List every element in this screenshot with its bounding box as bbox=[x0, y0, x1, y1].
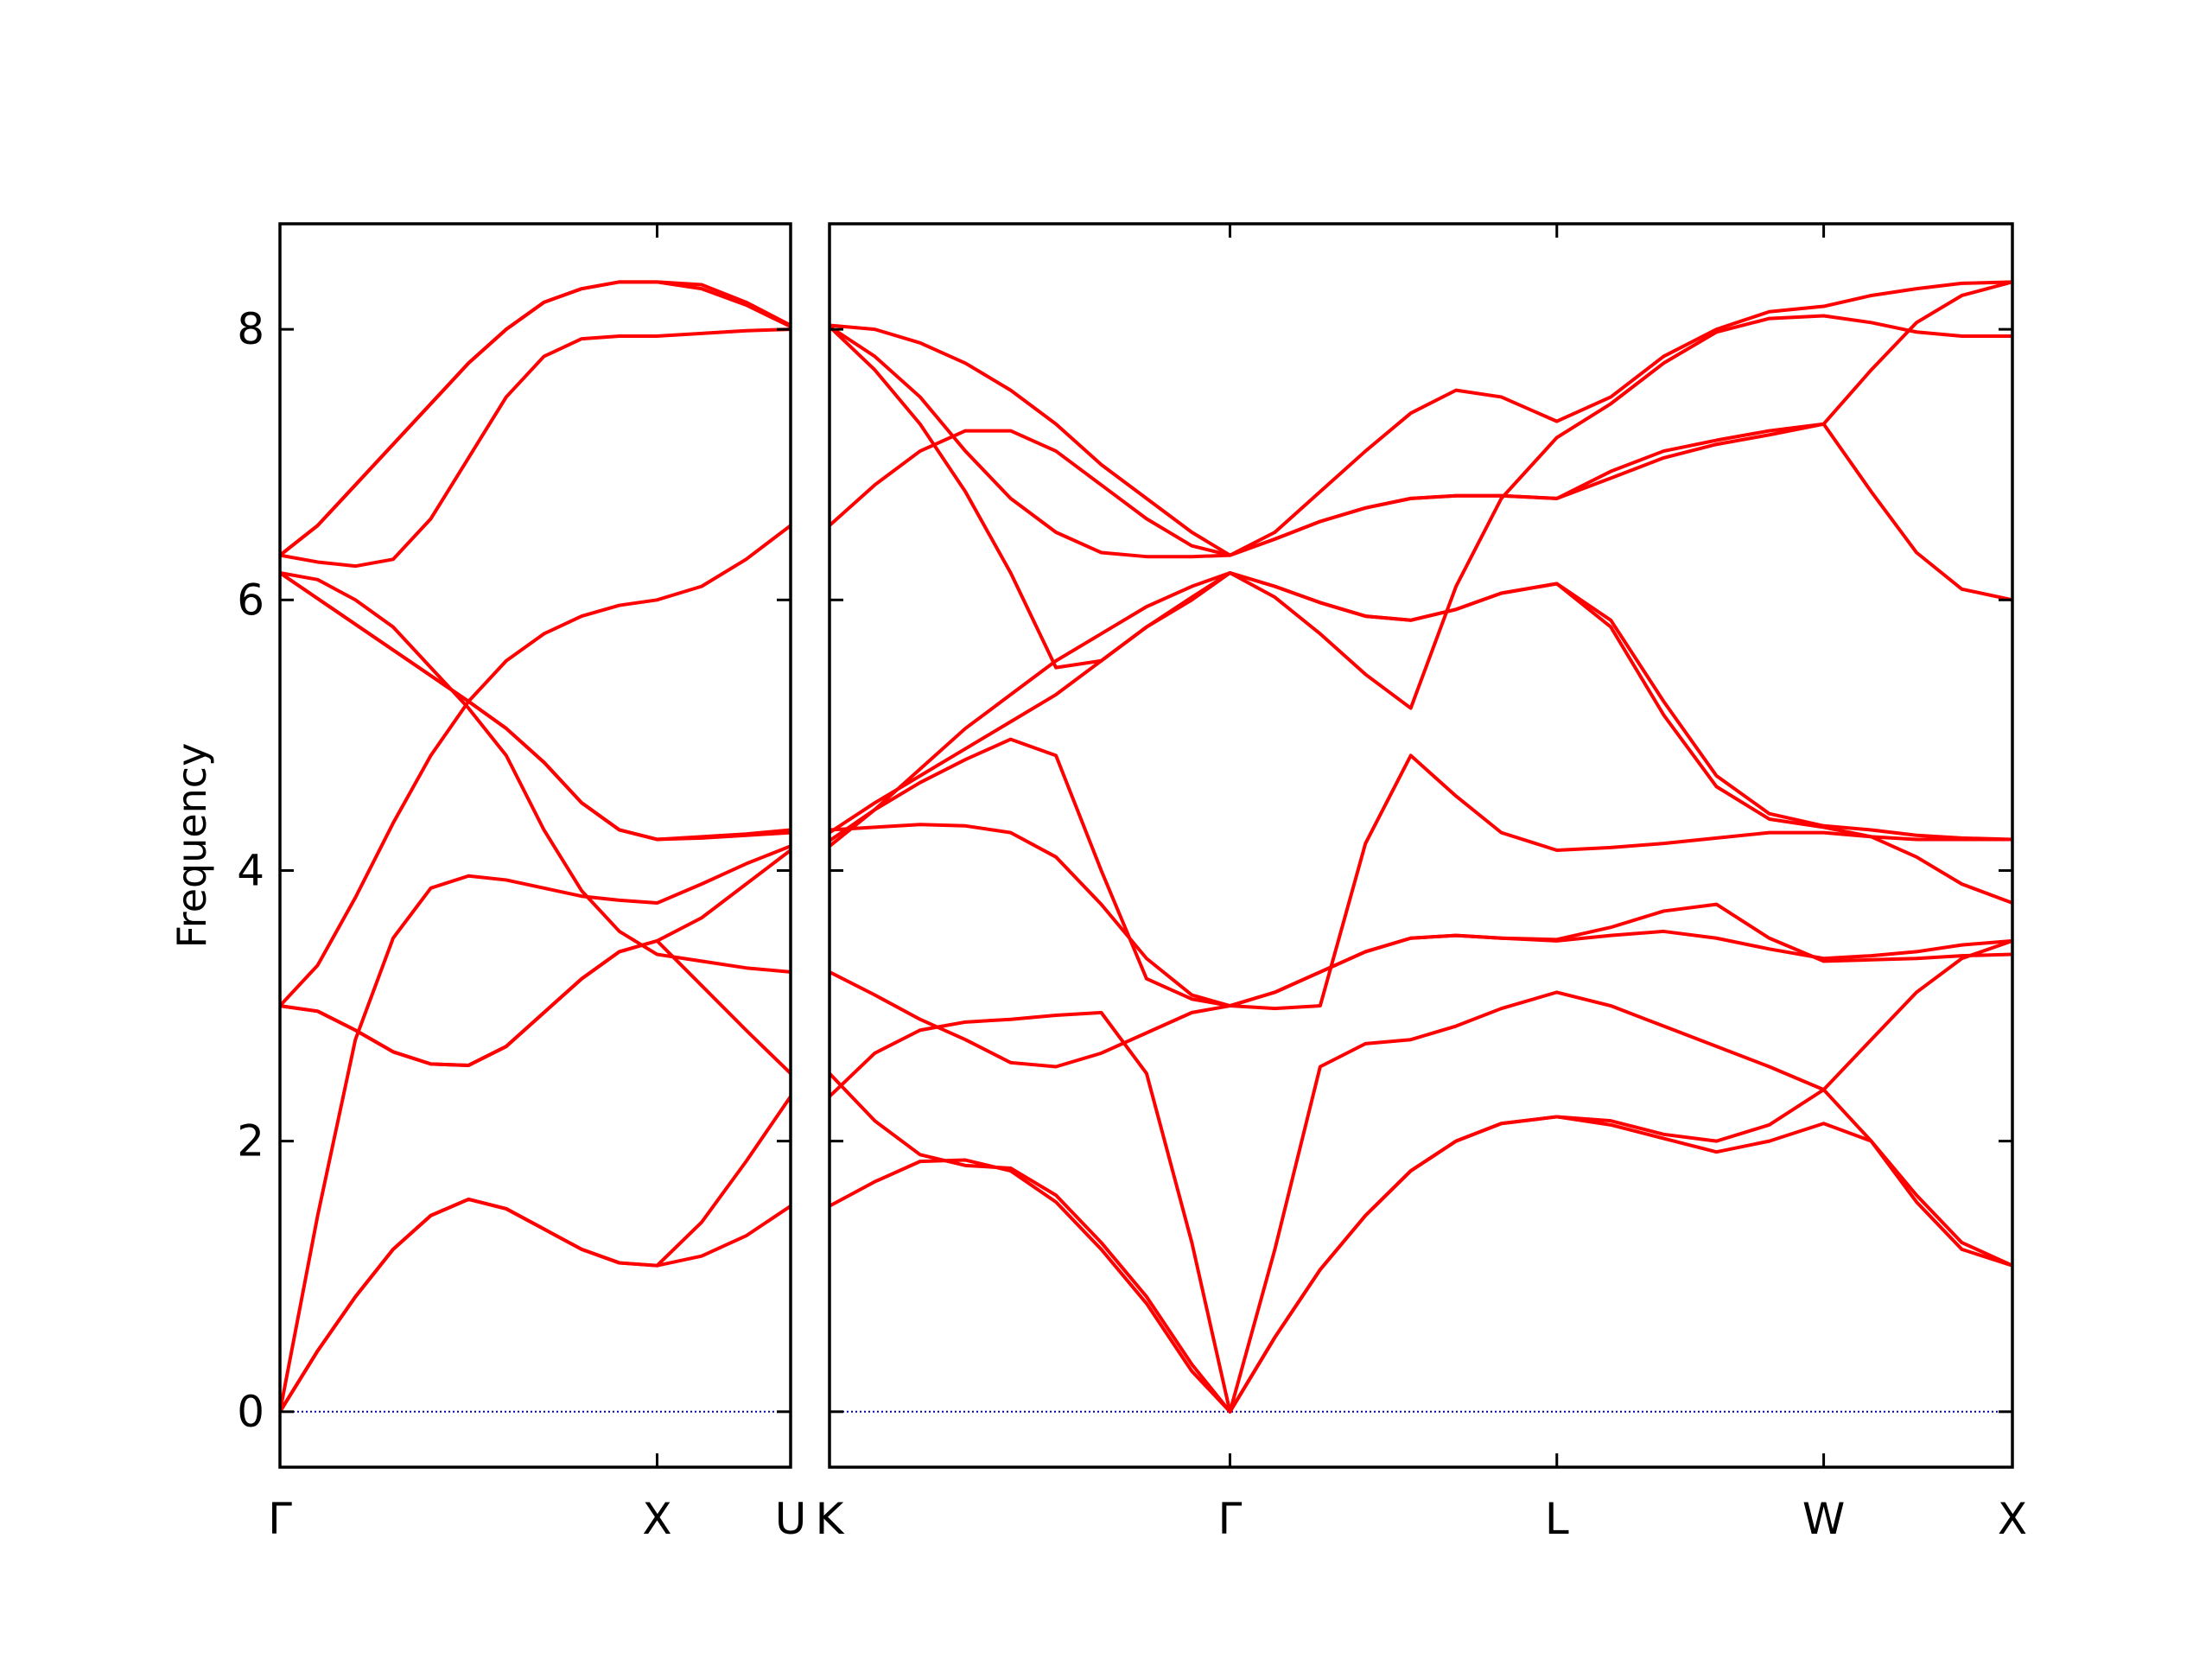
y-tick-label: 0 bbox=[237, 1387, 264, 1437]
band-line bbox=[280, 524, 791, 1007]
band-line bbox=[830, 570, 2012, 842]
band-line bbox=[830, 939, 2012, 1414]
band-line bbox=[830, 570, 2012, 905]
band-line bbox=[830, 280, 2012, 557]
plot-area bbox=[280, 280, 791, 1413]
x-tick-label: X bbox=[1998, 1494, 2027, 1544]
band-line bbox=[830, 1071, 2012, 1414]
x-tick-label: W bbox=[1802, 1494, 1845, 1544]
y-tick-label: 2 bbox=[237, 1116, 264, 1166]
y-axis-label: Frequency bbox=[168, 743, 215, 949]
band-line bbox=[280, 938, 791, 1075]
axes-frame bbox=[828, 222, 2014, 1469]
band-line bbox=[830, 823, 2012, 1008]
band-line bbox=[280, 844, 791, 1413]
band-line bbox=[280, 571, 791, 842]
axes-frame bbox=[278, 222, 792, 1469]
band-line bbox=[830, 929, 2012, 1069]
band-line bbox=[280, 571, 791, 974]
y-tick-label: 8 bbox=[237, 304, 264, 354]
x-tick-label: U bbox=[775, 1494, 807, 1544]
band-line bbox=[830, 280, 2012, 557]
band-line bbox=[280, 280, 791, 557]
y-tick-label: 4 bbox=[237, 845, 264, 895]
x-tick-label: Γ bbox=[268, 1494, 292, 1544]
band-line bbox=[830, 325, 2012, 602]
band-line bbox=[280, 280, 791, 557]
x-tick-label: L bbox=[1545, 1494, 1569, 1544]
band-line bbox=[280, 1095, 791, 1413]
x-tick-label: K bbox=[816, 1494, 845, 1544]
y-tick-label: 6 bbox=[237, 575, 264, 625]
band-line bbox=[830, 1115, 2012, 1414]
band-line bbox=[280, 1197, 791, 1413]
x-tick-label: X bbox=[642, 1494, 671, 1544]
band-line bbox=[280, 327, 791, 569]
band-line bbox=[830, 737, 2012, 1011]
band-line bbox=[830, 314, 2012, 710]
plot-area bbox=[830, 280, 2012, 1414]
band-line bbox=[280, 571, 791, 842]
x-tick-label: Γ bbox=[1218, 1494, 1243, 1544]
